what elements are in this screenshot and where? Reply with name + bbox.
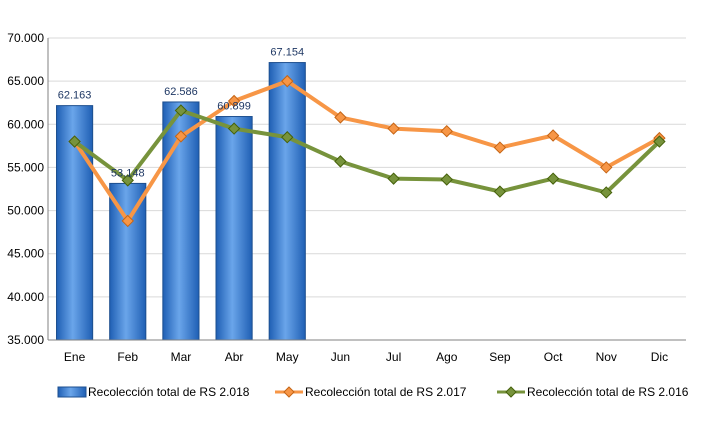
x-tick-label: Abr	[225, 350, 244, 364]
bar-data-label: 53.148	[111, 167, 145, 179]
line-marker	[600, 161, 613, 174]
legend-marker	[505, 386, 517, 398]
axes: 35.000 40.000 45.000 50.000 55.000 60.000 65.0…	[7, 31, 686, 364]
y-tick-label: 60.000	[7, 117, 44, 131]
bar-series	[56, 62, 306, 341]
y-tick-label: 40.000	[7, 290, 44, 304]
line-marker	[334, 111, 347, 124]
x-tick-label: Nov	[596, 350, 617, 364]
x-tick-label: May	[276, 350, 299, 364]
line-marker	[440, 124, 453, 138]
x-tick-label: Oct	[544, 350, 563, 364]
y-tick-label: 65.000	[7, 74, 44, 88]
line-marker	[68, 135, 81, 148]
x-tick-label: Mar	[171, 350, 192, 364]
line-marker	[387, 122, 400, 135]
bar-data-label: 60.899	[217, 101, 251, 113]
line-marker	[493, 141, 507, 154]
line-marker	[281, 131, 294, 144]
legend: Recolección total de RS 2.018 Recolección…	[57, 385, 689, 399]
y-tick-label: 45.000	[7, 247, 44, 261]
y-tick-label: 55.000	[7, 160, 44, 174]
line-marker	[174, 130, 188, 143]
legend-marker	[283, 386, 295, 398]
data-labels: 62.163 53.148 62.586 60.899 67.154	[58, 47, 304, 180]
line-marker	[334, 155, 347, 168]
y-tick-label: 35.000	[7, 333, 44, 347]
line-marker	[653, 135, 666, 148]
x-tick-label: Jul	[386, 350, 401, 364]
bar-data-label: 62.163	[58, 90, 92, 102]
bar	[109, 182, 147, 341]
x-tick-label: Sep	[489, 350, 511, 364]
y-tick-label: 50.000	[7, 204, 44, 218]
x-tick-label: Ene	[64, 350, 86, 364]
legend-label: Recolección total de RS 2.016	[527, 385, 689, 399]
x-tick-label: Ago	[436, 350, 458, 364]
x-tick-label: Jun	[331, 350, 350, 364]
line-marker	[281, 74, 294, 88]
bar	[215, 116, 253, 341]
x-tick-label: Dic	[651, 350, 668, 364]
line-marker	[121, 214, 134, 228]
line-marker	[546, 129, 560, 142]
line-series	[68, 74, 666, 228]
bar-data-label: 67.154	[270, 47, 304, 59]
legend-label: Recolección total de RS 2.018	[88, 385, 250, 399]
line-marker	[121, 174, 134, 187]
legend-swatch-bar	[57, 386, 87, 398]
x-tick-label: Feb	[117, 350, 138, 364]
bar	[268, 62, 306, 341]
series-line-2017	[72, 79, 661, 223]
line-marker	[600, 186, 613, 199]
line-marker	[227, 122, 241, 135]
legend-label: Recolección total de RS 2.017	[305, 385, 467, 399]
line-marker	[227, 94, 241, 108]
series-line-2016	[73, 108, 661, 195]
line-marker	[387, 172, 400, 185]
line-marker	[440, 173, 453, 186]
y-tick-label: 70.000	[7, 31, 44, 45]
line-marker	[174, 104, 188, 117]
bar-data-label: 62.586	[164, 86, 198, 98]
line-marker	[546, 172, 560, 185]
line-marker	[493, 185, 507, 198]
